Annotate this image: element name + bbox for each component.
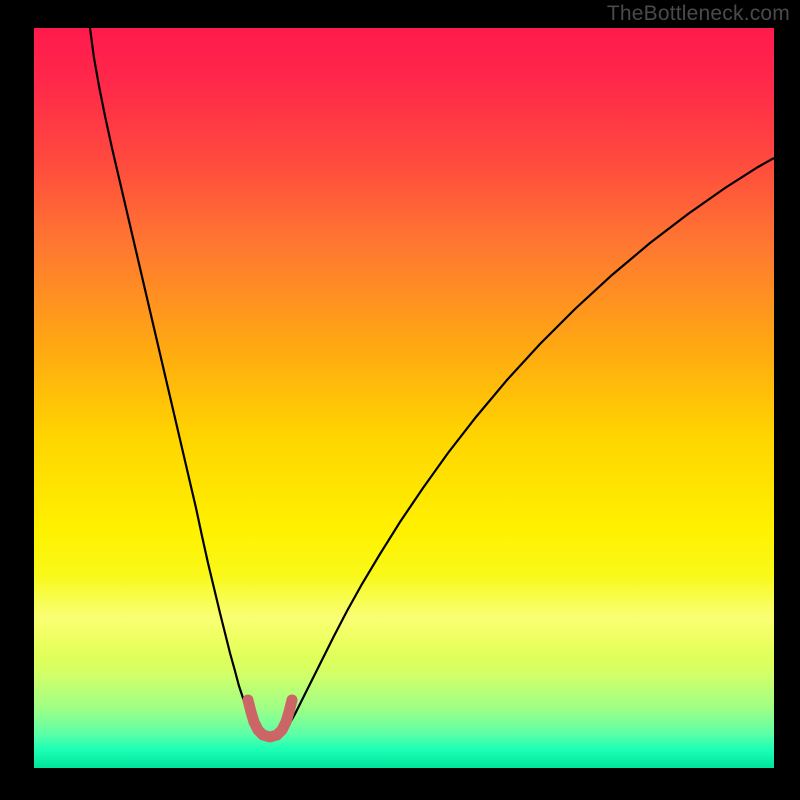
- plot-area: [34, 28, 774, 768]
- right-curve: [286, 158, 774, 729]
- curves-layer: [34, 28, 774, 768]
- left-curve: [90, 28, 255, 729]
- trough-highlight: [248, 700, 292, 737]
- watermark-text: TheBottleneck.com: [607, 2, 790, 26]
